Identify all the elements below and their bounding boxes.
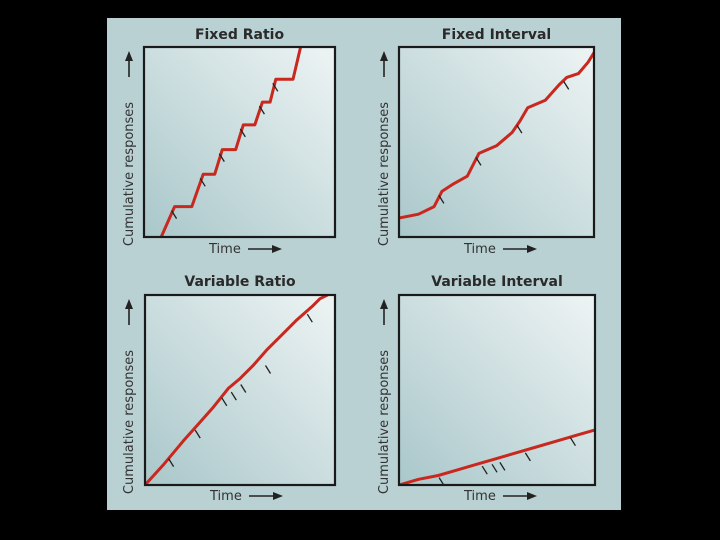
y-axis-label: Cumulative responses bbox=[122, 350, 137, 494]
reinforcement-mark bbox=[524, 452, 531, 462]
series-line bbox=[159, 47, 303, 237]
x-axis-label: Time bbox=[463, 242, 496, 257]
y-axis-arrow-head bbox=[125, 51, 133, 61]
y-axis-label: Cumulative responses bbox=[122, 102, 137, 246]
plot-content bbox=[399, 428, 595, 485]
reinforcement-mark bbox=[569, 437, 576, 447]
reinforcement-mark bbox=[272, 82, 279, 92]
reinforcement-mark bbox=[516, 124, 523, 134]
reinforcement-mark bbox=[563, 81, 570, 90]
x-axis-label: Time bbox=[208, 242, 241, 257]
y-axis-label: Cumulative responses bbox=[377, 350, 392, 494]
x-axis-arrow-head bbox=[272, 245, 282, 253]
chart-title: Variable Interval bbox=[431, 274, 563, 290]
plot-frame bbox=[397, 293, 597, 487]
reinforcement-mark bbox=[491, 463, 498, 473]
plot-content bbox=[399, 51, 594, 220]
x-axis-label: Time bbox=[209, 489, 242, 504]
plot-area bbox=[145, 295, 335, 485]
plot-frame bbox=[397, 45, 596, 239]
x-axis-arrow-head bbox=[527, 492, 537, 500]
y-axis-label: Cumulative responses bbox=[377, 102, 392, 246]
plot-area bbox=[399, 47, 594, 237]
series-line bbox=[145, 295, 329, 485]
reinforcement-mark bbox=[240, 384, 247, 393]
reinforcement-mark bbox=[218, 153, 225, 162]
reinforcement-mark bbox=[199, 177, 206, 187]
reinforcement-mark bbox=[239, 128, 246, 138]
chart-panel: Variable Interval Time Cumulative response… bbox=[377, 274, 597, 504]
series-line bbox=[399, 428, 595, 485]
reinforcement-mark bbox=[438, 195, 445, 204]
reinforcement-mark bbox=[306, 313, 313, 323]
reinforcement-mark bbox=[499, 462, 506, 471]
reinforcement-mark bbox=[475, 157, 482, 166]
reinforcement-mark bbox=[258, 105, 265, 115]
chart-panel: Variable Ratio Time Cumulative responses bbox=[122, 274, 337, 504]
chart-panel: Fixed Ratio Time Cumulative responses bbox=[122, 27, 337, 257]
x-axis-label: Time bbox=[463, 489, 496, 504]
reinforcement-mark bbox=[221, 397, 228, 407]
reinforcement-mark bbox=[194, 429, 201, 439]
x-axis-arrow-head bbox=[273, 492, 283, 500]
chart-panel: Fixed Interval Time Cumulative responses bbox=[377, 27, 596, 257]
plot-content bbox=[145, 295, 329, 485]
plot-frame bbox=[142, 45, 337, 239]
reinforcement-mark bbox=[481, 465, 488, 475]
reinforcement-mark bbox=[264, 365, 272, 374]
chart-title: Variable Ratio bbox=[184, 274, 296, 290]
chart-title: Fixed Interval bbox=[442, 27, 551, 43]
y-axis-arrow-head bbox=[380, 51, 388, 61]
reinforcement-mark bbox=[171, 210, 178, 219]
y-axis-arrow-head bbox=[125, 299, 133, 309]
reinforcement-mark bbox=[168, 458, 175, 467]
plot-frame bbox=[143, 293, 337, 487]
plot-content bbox=[159, 47, 303, 237]
chart-title: Fixed Ratio bbox=[195, 27, 285, 43]
plot-area bbox=[399, 295, 595, 485]
reinforcement-mark bbox=[230, 391, 237, 401]
y-axis-arrow-head bbox=[380, 299, 388, 309]
x-axis-arrow-head bbox=[527, 245, 537, 253]
